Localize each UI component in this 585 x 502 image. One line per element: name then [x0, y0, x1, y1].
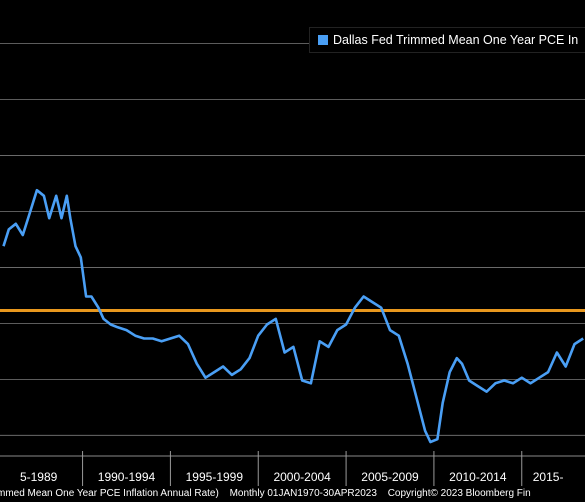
footer-copyright-text: Copyright© 2023 Bloomberg Fin — [387, 488, 531, 499]
x-tick-label: 2000-2004 — [273, 470, 331, 484]
x-tick-label: 2005-2009 — [361, 470, 419, 484]
footer-series-text: mmed Mean One Year PCE Inflation Annual … — [0, 488, 219, 499]
legend-swatch — [318, 35, 328, 45]
footer-period-text: Monthly 01JAN1970-30APR2023 — [229, 488, 377, 499]
legend-label: Dallas Fed Trimmed Mean One Year PCE In — [333, 33, 579, 47]
series-line — [2, 188, 584, 444]
chart-footer: mmed Mean One Year PCE Inflation Annual … — [0, 488, 539, 499]
x-tick-label: 5-1989 — [20, 470, 58, 484]
x-tick-label: 2015- — [533, 470, 564, 484]
x-tick-label: 1995-1999 — [186, 470, 244, 484]
legend: Dallas Fed Trimmed Mean One Year PCE In — [309, 27, 585, 53]
x-tick-label: 2010-2014 — [449, 470, 507, 484]
series-group — [2, 188, 584, 444]
x-axis: 5-1989 1990-1994 1995-1999 2000-2004 2005-20… — [0, 451, 585, 486]
y-gridlines — [0, 43, 585, 436]
x-tick-label: 1990-1994 — [98, 470, 156, 484]
